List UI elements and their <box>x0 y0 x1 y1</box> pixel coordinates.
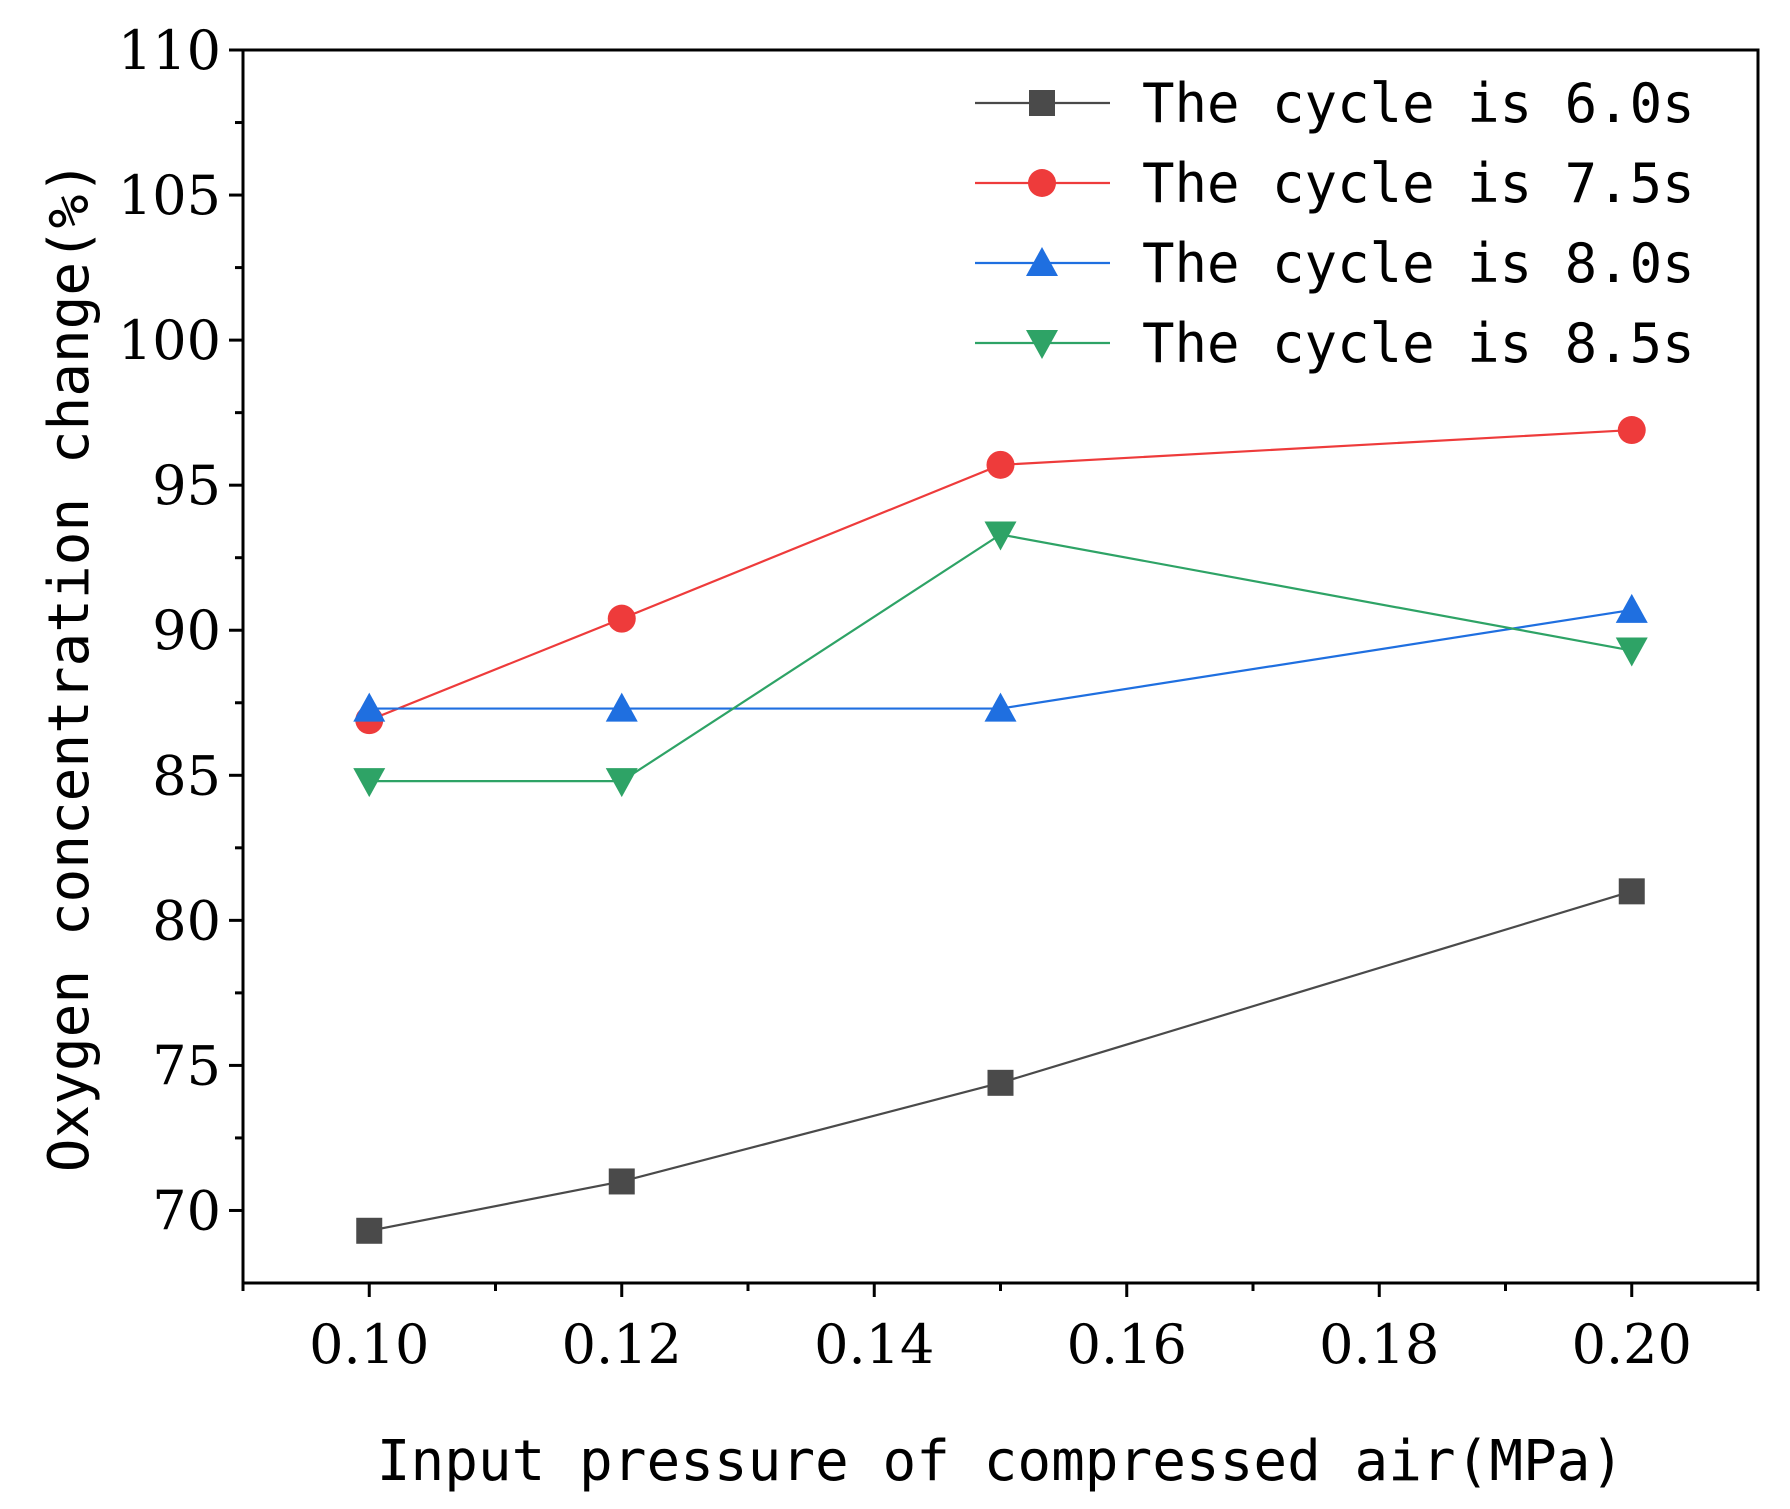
data-point <box>356 1217 383 1244</box>
series-3 <box>353 521 1648 798</box>
data-point <box>1615 593 1648 623</box>
series-1 <box>355 416 1646 735</box>
legend-entry: The cycle is 8.0s <box>975 232 1695 295</box>
series-0 <box>356 878 1645 1244</box>
data-point <box>605 692 638 722</box>
legend-label: The cycle is 8.0s <box>1142 232 1695 295</box>
legend-marker <box>1028 169 1056 197</box>
legend-entry: The cycle is 7.5s <box>975 152 1695 215</box>
data-point <box>1615 637 1648 667</box>
x-tick-label: 0.20 <box>1572 1313 1692 1376</box>
y-axis-title: Oxygen concentration change(%) <box>37 161 102 1172</box>
data-point <box>986 450 1015 479</box>
x-tick-label: 0.18 <box>1319 1313 1439 1376</box>
data-point <box>987 1069 1014 1096</box>
data-point <box>1617 416 1646 445</box>
data-point <box>605 768 638 798</box>
legend-entry: The cycle is 8.5s <box>975 312 1695 375</box>
y-tick-label: 85 <box>152 744 221 807</box>
data-point <box>607 604 636 633</box>
data-point <box>353 692 386 722</box>
legend-marker <box>1029 90 1055 116</box>
data-point <box>353 768 386 798</box>
series-line <box>368 428 1632 722</box>
x-tick-label: 0.12 <box>562 1313 682 1376</box>
legend-entry: The cycle is 6.0s <box>975 72 1695 135</box>
series-line <box>369 533 1632 783</box>
data-point <box>1618 878 1645 905</box>
legend-label: The cycle is 6.0s <box>1142 72 1695 135</box>
legend-label: The cycle is 8.5s <box>1142 312 1695 375</box>
x-tick-label: 0.10 <box>309 1313 429 1376</box>
legend: The cycle is 6.0s The cycle is 7.5s The cy… <box>975 72 1695 375</box>
x-axis: 0.10 0.12 0.14 0.16 0.18 0.20 <box>241 1283 1760 1376</box>
y-tick-label: 70 <box>152 1179 221 1242</box>
legend-marker <box>1026 247 1058 276</box>
series-line <box>369 890 1633 1232</box>
y-tick-label: 90 <box>152 599 221 662</box>
y-tick-label: 100 <box>118 309 221 372</box>
x-axis-title: Input pressure of compressed air(MPa) <box>377 1429 1624 1494</box>
y-tick-label: 110 <box>118 19 221 82</box>
y-tick-label: 105 <box>118 164 221 227</box>
y-tick-label: 95 <box>152 454 221 517</box>
legend-marker <box>1026 330 1058 359</box>
series-line <box>369 608 1632 710</box>
y-tick-label: 75 <box>152 1034 221 1097</box>
data-point <box>984 521 1017 551</box>
x-tick-label: 0.16 <box>1067 1313 1187 1376</box>
legend-label: The cycle is 7.5s <box>1142 152 1695 215</box>
y-axis: 70 75 80 85 90 95 100 105 110 <box>118 19 243 1242</box>
data-point <box>984 692 1017 722</box>
data-point <box>608 1168 635 1195</box>
series-layer <box>353 416 1648 1244</box>
series-2 <box>353 593 1648 722</box>
y-tick-label: 80 <box>152 889 221 952</box>
x-tick-label: 0.14 <box>814 1313 934 1376</box>
